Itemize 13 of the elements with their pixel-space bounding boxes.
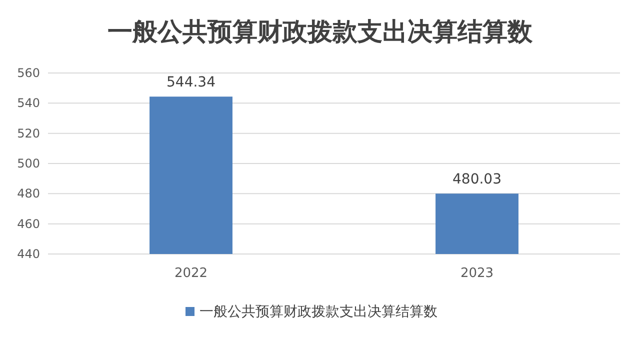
y-tick-label: 460	[17, 216, 40, 231]
y-tick-label: 480	[17, 186, 40, 201]
y-tick-label: 500	[17, 156, 40, 170]
chart-title: 一般公共预算财政拨款支出决算结算数	[108, 17, 534, 46]
x-tick-label: 2022	[174, 266, 208, 281]
y-tick-label: 520	[17, 126, 40, 140]
y-tick-label: 540	[17, 96, 40, 110]
x-tick-label: 2023	[460, 266, 494, 281]
y-tick-label: 440	[17, 247, 40, 261]
data-label: 480.03	[452, 172, 502, 188]
data-label: 544.34	[166, 74, 216, 91]
legend-label: 一般公共预算财政拨款支出决算结算数	[200, 304, 438, 320]
y-tick-label: 560	[17, 66, 40, 80]
